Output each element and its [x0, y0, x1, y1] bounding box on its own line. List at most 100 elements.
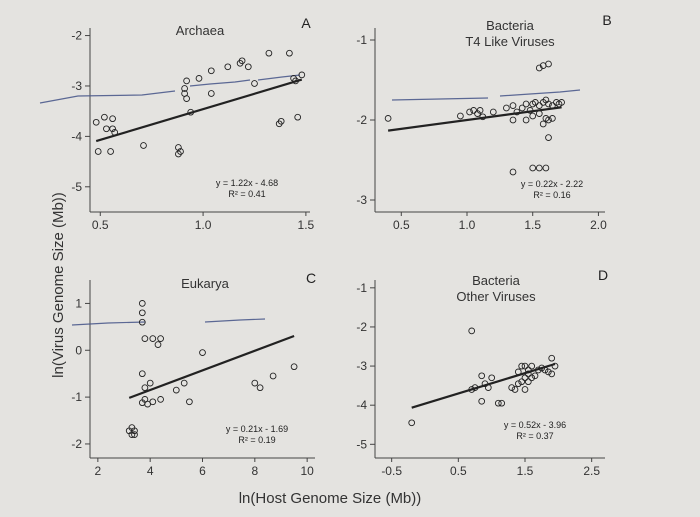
data-point	[522, 116, 530, 124]
x-tick-label: 4	[147, 464, 154, 478]
data-point	[558, 99, 565, 106]
data-point	[138, 370, 146, 378]
data-point	[548, 354, 556, 362]
data-point	[224, 63, 232, 71]
pen-annotation-stroke	[71, 321, 146, 326]
data-point	[94, 148, 102, 155]
data-point	[103, 125, 110, 133]
y-tick-label: -3	[71, 79, 82, 93]
panel-title: T4 Like Viruses	[465, 34, 555, 49]
data-point	[195, 75, 203, 82]
data-point	[549, 115, 556, 122]
data-point	[131, 431, 138, 438]
global-y-axis-label: ln(Virus Genome Size (Mb))	[50, 192, 67, 378]
data-point	[509, 116, 517, 124]
regression-equation: y = 0.22x - 2.22	[521, 179, 583, 189]
x-tick-label: 8	[251, 464, 258, 478]
data-point	[524, 378, 532, 386]
pen-annotation-stroke	[204, 318, 266, 323]
data-point	[138, 309, 146, 317]
data-point	[269, 372, 277, 380]
data-point	[109, 125, 116, 133]
data-point	[149, 335, 157, 342]
y-tick-label: 0	[75, 343, 82, 357]
data-point	[457, 112, 464, 120]
data-point	[498, 399, 506, 407]
y-tick-label: -2	[356, 320, 367, 334]
x-tick-label: 2	[95, 464, 102, 478]
panel-letter: A	[301, 15, 311, 31]
data-point	[175, 144, 182, 151]
regression-equation: y = 0.52x - 3.96	[504, 420, 566, 430]
data-point	[545, 60, 552, 68]
regression-line	[411, 362, 556, 409]
data-point	[509, 102, 517, 109]
y-tick-label: -4	[356, 398, 367, 412]
regression-equation: R² = 0.37	[516, 431, 553, 441]
data-point	[518, 362, 526, 370]
panel-title: Eukarya	[181, 276, 229, 291]
data-point	[181, 85, 188, 92]
x-tick-label: 10	[300, 464, 314, 478]
panel-letter: B	[602, 12, 611, 28]
y-tick-label: 1	[75, 296, 82, 310]
pen-annotation-stroke	[391, 97, 489, 101]
data-point	[275, 120, 283, 128]
pen-annotation-stroke	[39, 90, 176, 104]
data-point	[528, 362, 536, 370]
data-point	[128, 424, 136, 431]
data-point	[476, 107, 484, 114]
data-point	[548, 370, 556, 378]
x-tick-label: -0.5	[381, 464, 402, 478]
global-x-axis-label: ln(Host Genome Size (Mb))	[239, 490, 422, 507]
data-point	[290, 363, 298, 371]
data-point	[207, 67, 215, 75]
x-tick-label: 1.5	[524, 218, 541, 232]
x-tick-label: 2.5	[583, 464, 600, 478]
data-point	[157, 335, 164, 342]
regression-line	[128, 334, 295, 399]
data-point	[101, 113, 108, 121]
data-point	[107, 148, 114, 155]
data-point	[265, 49, 273, 57]
pen-annotation-stroke	[189, 79, 251, 87]
regression-line	[387, 106, 562, 132]
data-point	[470, 107, 477, 114]
data-point	[92, 118, 100, 126]
regression-line	[95, 78, 303, 143]
pen-annotation-stroke	[499, 89, 581, 97]
panel-title: Archaea	[176, 23, 225, 38]
data-point	[186, 398, 193, 406]
x-tick-label: 1.5	[298, 218, 315, 232]
data-point	[521, 386, 529, 393]
data-point	[531, 99, 539, 106]
panel-letter: C	[306, 270, 316, 286]
data-point	[528, 374, 536, 382]
data-point	[521, 362, 529, 370]
data-point	[518, 378, 526, 386]
y-tick-label: -1	[71, 390, 82, 404]
data-point	[488, 374, 496, 382]
data-point	[478, 372, 486, 380]
data-point	[544, 368, 552, 376]
regression-equation: y = 1.22x - 4.68	[216, 178, 278, 188]
data-point	[529, 164, 537, 172]
data-point	[511, 386, 519, 393]
data-point	[138, 318, 146, 326]
y-tick-label: -3	[356, 359, 367, 373]
data-point	[539, 120, 547, 128]
y-tick-label: -1	[356, 281, 367, 295]
panel-title: Bacteria	[486, 18, 534, 33]
panel-a: -5 -4 -3 -2 0.5 1.0 1.5 Archaea Ay = 1.22x - 4.6…	[39, 15, 315, 232]
data-point	[251, 379, 259, 387]
data-point	[529, 112, 537, 120]
data-point	[508, 384, 516, 391]
data-point	[244, 63, 252, 71]
data-point	[545, 134, 552, 141]
data-point	[180, 379, 188, 387]
x-tick-label: 2.0	[590, 218, 607, 232]
data-point	[138, 399, 146, 407]
